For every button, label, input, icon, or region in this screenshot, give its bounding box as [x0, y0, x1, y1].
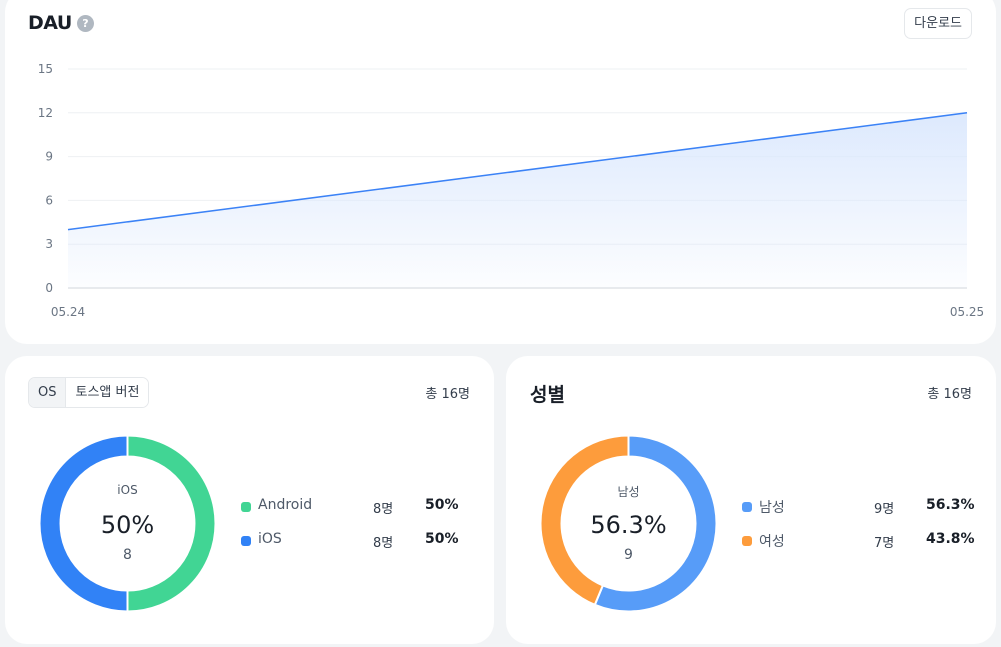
os-total-count: 총 16명 [425, 387, 470, 402]
legend-item-female: 여성 7명 43.8% [742, 530, 975, 564]
os-card: OS 토스앱 버전 총 16명 iOS 50% 8 Android 8명 50%… [5, 356, 494, 644]
legend-count: 9명 [874, 502, 895, 517]
donut-slice [39, 435, 129, 612]
legend-label: Android [258, 497, 313, 513]
legend-percent: 50% [425, 531, 459, 547]
legend-percent: 56.3% [926, 497, 975, 513]
legend-percent: 43.8% [926, 531, 975, 547]
dau-card: DAU ? 다운로드 0 3 6 9 12 15 05.24 05.25 [5, 0, 996, 344]
os-donut-chart [39, 435, 216, 612]
y-tick-label: 0 [45, 281, 53, 295]
help-icon[interactable]: ? [77, 15, 94, 32]
android-color-dot [241, 502, 251, 512]
female-color-dot [742, 536, 752, 546]
legend-item-ios: iOS 8명 50% [241, 530, 471, 564]
dau-series-line [67, 112, 968, 231]
gender-center-percent: 56.3% [590, 511, 667, 539]
legend-item-android: Android 8명 50% [241, 496, 471, 530]
gender-total-count: 총 16명 [927, 387, 972, 402]
dau-chart: 0 3 6 9 12 15 05.24 05.25 [38, 62, 984, 319]
y-tick-label: 3 [45, 237, 53, 251]
y-tick-label: 6 [45, 193, 53, 207]
os-center-percent: 50% [100, 511, 155, 539]
gender-center-label: 남성 [617, 485, 640, 499]
dau-title: DAU [28, 12, 72, 34]
donut-slice [540, 435, 630, 607]
legend-label: 여성 [759, 534, 785, 550]
y-tick-label: 12 [38, 106, 53, 120]
y-tick-label: 15 [38, 62, 53, 76]
gender-center-count: 9 [624, 547, 633, 563]
gender-card: 성별 총 16명 남성 56.3% 9 남성 9명 56.3% 여성 7명 43… [506, 356, 996, 644]
os-legend: Android 8명 50% iOS 8명 50% [241, 496, 471, 564]
male-color-dot [742, 502, 752, 512]
legend-count: 7명 [874, 536, 895, 551]
x-tick-label: 05.25 [950, 305, 984, 319]
os-segmented-control: OS 토스앱 버전 [28, 377, 150, 408]
download-button[interactable]: 다운로드 [904, 8, 972, 39]
os-center-count: 8 [123, 547, 132, 563]
os-donut-center: iOS 50% 8 [39, 435, 216, 612]
ios-color-dot [241, 536, 251, 546]
y-tick-label: 9 [45, 150, 53, 164]
donut-slice [126, 435, 216, 612]
gender-legend: 남성 9명 56.3% 여성 7명 43.8% [742, 496, 975, 564]
legend-count: 8명 [373, 502, 394, 517]
tab-os[interactable]: OS [29, 378, 67, 407]
dau-area-fill [68, 112, 967, 288]
legend-label: iOS [258, 531, 282, 547]
gender-donut-center: 남성 56.3% 9 [540, 435, 717, 612]
gender-donut-chart [540, 435, 717, 612]
legend-percent: 50% [425, 497, 459, 513]
legend-count: 8명 [373, 536, 394, 551]
legend-item-male: 남성 9명 56.3% [742, 496, 975, 530]
gender-title: 성별 [530, 384, 565, 406]
donut-slice [593, 435, 717, 612]
legend-label: 남성 [759, 500, 785, 516]
x-tick-label: 05.24 [51, 305, 85, 319]
os-center-label: iOS [117, 483, 138, 497]
tab-toss-app-version[interactable]: 토스앱 버전 [66, 378, 149, 407]
